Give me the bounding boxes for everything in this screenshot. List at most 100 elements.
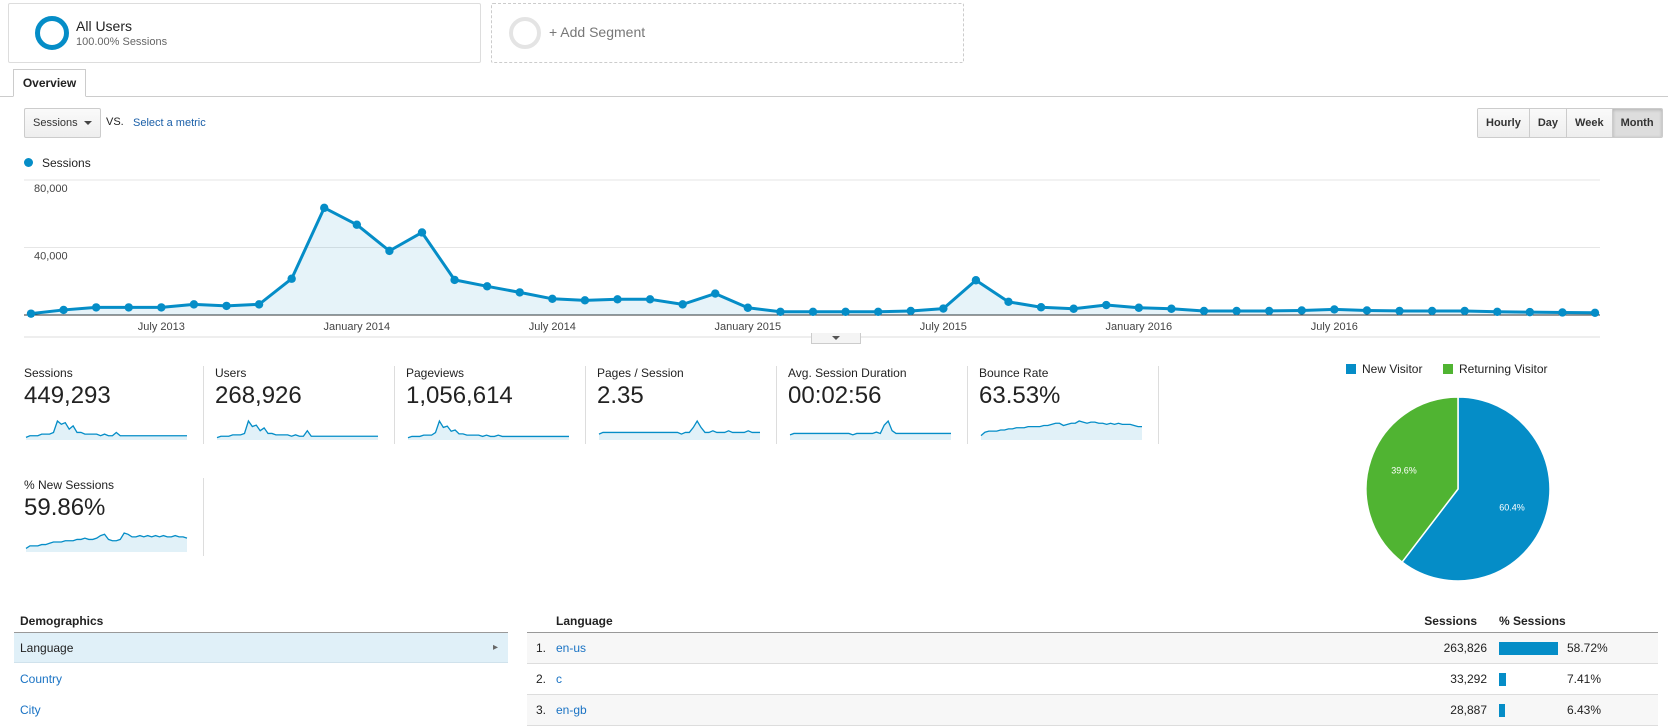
row-language-link[interactable]: en-gb [556,703,587,717]
row-language-link[interactable]: c [556,672,562,686]
metric-pages-per-session[interactable]: Pages / Session 2.35 [597,366,777,444]
pie-slice-returning-visitor [1365,396,1459,564]
segment-all-users[interactable]: All Users 100.00% Sessions [8,3,481,63]
sessions-point [59,305,68,315]
pie-legend-label: Returning Visitor [1459,362,1548,376]
sparkline-area [26,421,187,440]
metric-value: 449,293 [24,382,111,409]
granularity-toggle: Hourly Day Week Month [1477,108,1663,138]
sessions-chart: 80,000 40,000 July 2013 January 2014 July 20… [24,179,1600,338]
row-language-link[interactable]: en-us [556,641,587,655]
granularity-day[interactable]: Day [1529,109,1568,137]
sessions-point [580,296,590,305]
select-metric-link[interactable]: Select a metric [133,117,206,129]
metric-sessions[interactable]: Sessions 449,293 [24,366,204,444]
new-visitor-swatch-icon [1346,364,1356,374]
sessions-point [1493,307,1502,316]
sparkline-line [598,419,760,435]
sessions-point [1232,306,1241,316]
metric-label: Bounce Rate [979,366,1049,380]
column-header-pct-sessions[interactable]: % Sessions [1499,614,1566,628]
metric-value: 63.53% [979,382,1061,409]
metric-label: Sessions [24,366,73,380]
sessions-point [906,306,915,316]
sparkline-line [25,532,188,549]
visitor-type-pie-chart: 60.4% 39.6% [1365,396,1551,582]
granularity-week[interactable]: Week [1567,109,1613,137]
chart-collapse-handle[interactable] [811,333,861,344]
pie-slice-new-visitor [1401,396,1551,582]
sparkline [407,419,569,440]
sessions-point [1069,304,1078,313]
x-tick-label: January 2014 [323,321,390,333]
granularity-month[interactable]: Month [1612,109,1662,137]
sparkline [789,419,951,440]
demographics-item-city[interactable]: City [20,703,41,717]
sessions-point [939,304,948,313]
tab-overview[interactable]: Overview [13,69,86,97]
sessions-point [1427,306,1437,316]
sessions-point [515,288,524,297]
row-pct: 7.41% [1567,672,1602,686]
sessions-legend-dot-icon [24,158,33,167]
x-tick-label: July 2015 [920,321,967,333]
metric-select-value: Sessions [33,117,78,129]
sessions-point [124,303,133,312]
metric-bounce-rate[interactable]: Bounce Rate 63.53% [979,366,1159,444]
sessions-point [743,303,753,312]
sessions-point [1362,306,1372,315]
sessions-point [1264,306,1274,316]
sparkline [25,419,187,440]
sessions-point [1558,308,1567,317]
row-pct-bar [1499,704,1506,717]
metric-label: Pages / Session [597,366,684,380]
sparkline-area [981,421,1142,440]
segment-title: All Users [76,18,133,34]
row-sessions: 28,887 [1450,703,1487,717]
metric-label: % New Sessions [24,478,115,492]
sessions-point [1102,300,1111,310]
sessions-point [482,282,492,291]
metric-new-sessions[interactable]: % New Sessions 59.86% [24,478,204,556]
metric-pageviews[interactable]: Pageviews 1,056,614 [406,366,586,444]
segment-ring-icon [35,16,69,50]
sparkline-area [599,421,760,440]
sparkline [598,419,760,440]
sparkline [980,420,1142,440]
sessions-point [808,307,818,316]
row-pct: 58.72% [1567,641,1608,655]
sparkline-area [408,421,569,440]
metric-value: 268,926 [215,382,302,409]
sessions-point [417,228,427,237]
metric-value: 2.35 [597,382,644,409]
granularity-hourly[interactable]: Hourly [1478,109,1530,137]
sessions-point [548,294,557,303]
table-row: 3. en-gb 28,887 6.43% [527,695,1658,726]
sessions-point [1004,297,1013,307]
sessions-point [1297,306,1306,315]
sessions-point [971,276,981,285]
sessions-point [1590,308,1600,318]
sparkline-area [217,421,378,440]
sessions-point [873,307,883,316]
sparkline-line [789,419,951,436]
metric-avg-session-duration[interactable]: Avg. Session Duration 00:02:56 [788,366,968,444]
sessions-point [157,303,166,312]
sessions-point [711,289,720,298]
sessions-point [645,295,655,304]
vs-label: VS. [106,116,124,128]
table-row: 2. c 33,292 7.41% [527,664,1658,695]
pie-legend-new-visitor: New Visitor [1346,362,1422,376]
x-tick-label: January 2015 [714,321,781,333]
row-sessions: 263,826 [1443,641,1487,655]
add-segment-button[interactable]: + Add Segment [491,3,964,63]
column-header-sessions[interactable]: Sessions [1424,614,1477,628]
sessions-point [320,203,329,213]
metric-users[interactable]: Users 268,926 [215,366,395,444]
caret-down-icon [84,121,92,125]
demographics-item-language[interactable]: Language [14,633,508,663]
metric-select[interactable]: Sessions [24,108,101,138]
sparkline [25,532,188,552]
language-table-header: Language Sessions % Sessions [527,614,1658,633]
demographics-item-country[interactable]: Country [20,672,63,686]
